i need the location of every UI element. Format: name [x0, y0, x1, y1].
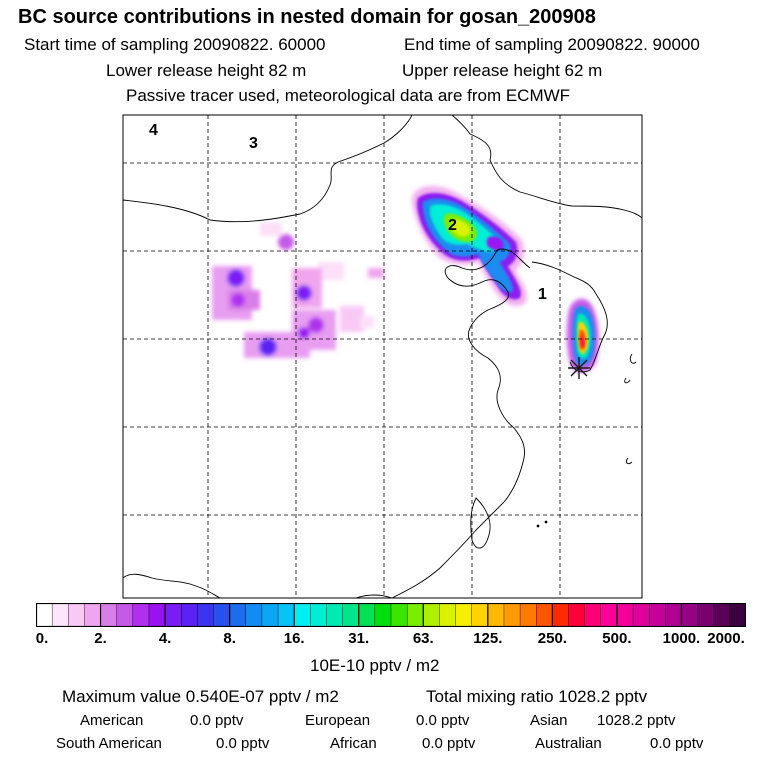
color-scale-tick-label: 250.: [537, 630, 567, 647]
max-value-label: Maximum value 0.540E-07 pptv / m2: [62, 687, 339, 706]
color-scale-tick-label: 8.: [223, 630, 236, 647]
color-scale-cell: [197, 603, 215, 627]
color-scale-tick-label: 125.: [473, 630, 503, 647]
color-scale-cell: [229, 603, 247, 627]
source-south-american-value: 0.0 pptv: [216, 735, 270, 752]
color-scale-cell: [68, 603, 85, 627]
color-scale-cell: [423, 603, 440, 627]
end-time-label: End time of sampling 20090822. 90000: [404, 35, 700, 54]
color-scale-tick-label: 2.: [94, 630, 107, 647]
color-scale-tick-label: 500.: [602, 630, 632, 647]
total-mixing-ratio-label: Total mixing ratio 1028.2 pptv: [426, 687, 648, 706]
color-scale-tick-label: 16.: [283, 630, 305, 647]
receptor-star-icon: [568, 357, 590, 379]
color-scale-cell: [148, 603, 166, 627]
summary-row: Maximum value 0.540E-07 pptv / m2 Total …: [62, 687, 647, 707]
color-scale-tick-label: 63.: [412, 630, 434, 647]
color-scale-tick-label: 4.: [158, 630, 172, 647]
upper-release-label: Upper release height 62 m: [402, 61, 603, 80]
color-scale-cell: [261, 603, 279, 627]
color-scale-cell: [455, 603, 473, 627]
region-label-4: 4: [149, 122, 158, 139]
color-scale-cell: [213, 603, 231, 627]
color-scale-cell: [358, 603, 376, 627]
color-scale-cell: [471, 603, 489, 627]
color-scale-cell: [293, 603, 311, 627]
color-scale-cell: [406, 603, 424, 627]
lower-release-label: Lower release height 82 m: [106, 61, 307, 80]
color-scale-cell: [648, 603, 666, 627]
region-label-2: 2: [448, 217, 457, 234]
color-scale-cell: [342, 603, 360, 627]
color-scale-cell: [503, 603, 521, 627]
color-scale-tick-label: 1000.: [662, 630, 701, 647]
color-scale-cell: [390, 603, 408, 627]
color-scale-cell: [729, 603, 746, 627]
source-contribution-map: 1 2 3 4: [122, 114, 643, 599]
source-australian-label: Australian: [535, 735, 602, 752]
color-scale-cell: [681, 603, 699, 627]
color-scale-cell: [164, 603, 182, 627]
color-scale-cell: [51, 603, 69, 627]
color-scale-cell: [487, 603, 505, 627]
color-scale-cell: [374, 603, 392, 627]
region-label-1: 1: [538, 286, 547, 303]
release-height-row: Lower release height 82 m Upper release …: [106, 61, 602, 81]
color-scale-tick-label: 31.: [348, 630, 370, 647]
color-scale-cell: [600, 603, 618, 627]
color-scale-bar: [36, 603, 746, 627]
color-scale-tick-label: 0.: [35, 630, 49, 647]
plume-region-1: [566, 298, 599, 373]
start-time-label: Start time of sampling 20090822. 60000: [24, 35, 326, 54]
source-african-label: African: [330, 735, 377, 752]
color-scale-cell: [568, 603, 586, 627]
color-scale-cell: [310, 603, 327, 627]
color-scale-cell: [584, 603, 602, 627]
source-australian-value: 0.0 pptv: [650, 735, 704, 752]
source-european-label: European: [305, 712, 371, 729]
coastlines-borders: [123, 115, 642, 598]
source-asian-value: 1028.2 pptv: [597, 712, 676, 729]
color-scale-cell: [277, 603, 295, 627]
region-label-3: 3: [249, 135, 258, 152]
plot-title: BC source contributions in nested domain…: [18, 6, 596, 28]
sampling-time-row: Start time of sampling 20090822. 60000 E…: [24, 35, 700, 55]
tracer-info-label: Passive tracer used, meteorological data…: [126, 86, 571, 105]
source-european-value: 0.0 pptv: [416, 712, 470, 729]
color-scale-cell: [181, 603, 198, 627]
plume-region-2: [412, 185, 527, 306]
color-scale-tick-label: 2000.: [707, 630, 745, 647]
color-scale-cell: [536, 603, 553, 627]
source-south-american-label: South American: [56, 735, 162, 752]
color-scale-cell: [713, 603, 731, 627]
plume-patches-west: [212, 222, 384, 358]
color-scale-cell: [616, 603, 634, 627]
lat-lon-grid: [123, 115, 642, 598]
color-scale-cell: [100, 603, 118, 627]
color-scale-cell: [116, 603, 134, 627]
color-scale-cell: [245, 603, 263, 627]
color-scale-cell: [132, 603, 150, 627]
map-background: [123, 115, 642, 598]
region-labels: 1 2 3 4: [149, 122, 547, 303]
color-scale-cell: [519, 603, 537, 627]
source-american-label: American: [80, 712, 144, 729]
color-scale-cell: [84, 603, 102, 627]
source-african-value: 0.0 pptv: [422, 735, 476, 752]
color-scale-cell: [552, 603, 569, 627]
color-scale-cell: [439, 603, 457, 627]
color-scale-cell: [665, 603, 682, 627]
color-scale-cell: [36, 603, 53, 627]
source-american-value: 0.0 pptv: [190, 712, 244, 729]
color-scale-cell: [697, 603, 715, 627]
color-scale-cell: [632, 603, 650, 627]
color-scale-cell: [326, 603, 344, 627]
color-scale-units: 10E-10 pptv / m2: [310, 656, 440, 675]
source-asian-label: Asian: [530, 712, 568, 729]
map-frame: [122, 114, 643, 599]
